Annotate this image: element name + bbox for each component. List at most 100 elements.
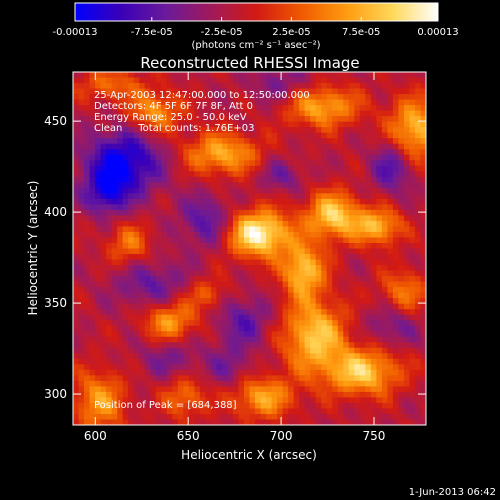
heatmap-cell xyxy=(183,413,190,421)
heatmap-cell xyxy=(227,402,234,410)
heatmap-cell xyxy=(304,358,311,365)
heatmap-cell xyxy=(166,402,173,410)
heatmap-cell xyxy=(376,254,383,261)
heatmap-cell xyxy=(249,127,256,134)
heatmap-cell xyxy=(78,265,85,272)
heatmap-cell xyxy=(84,331,91,338)
heatmap-cell xyxy=(337,259,344,266)
heatmap-cell xyxy=(221,413,229,421)
heatmap-cell xyxy=(326,270,333,277)
heatmap-cell xyxy=(326,220,333,228)
heatmap-cell xyxy=(161,83,168,90)
heatmap-cell xyxy=(288,160,295,167)
heatmap-cell xyxy=(343,149,350,156)
heatmap-cell xyxy=(381,314,388,321)
heatmap-cell xyxy=(271,303,278,310)
heatmap-cell xyxy=(150,248,157,255)
heatmap-cell xyxy=(172,298,179,305)
heatmap-cell xyxy=(359,369,366,376)
heatmap-cell xyxy=(282,292,289,299)
heatmap-cell xyxy=(354,182,361,189)
heatmap-cell xyxy=(117,209,124,217)
heatmap-cell xyxy=(122,116,129,123)
heatmap-cell xyxy=(326,149,333,156)
heatmap-cell xyxy=(216,110,223,117)
heatmap-cell xyxy=(255,110,262,117)
heatmap-cell xyxy=(332,143,339,150)
heatmap-cell xyxy=(387,281,394,288)
heatmap-cell xyxy=(282,254,289,261)
heatmap-cell xyxy=(243,198,251,205)
heatmap-cell xyxy=(106,397,113,404)
heatmap-cell xyxy=(359,220,366,228)
heatmap-cell xyxy=(95,298,102,305)
heatmap-cell xyxy=(332,358,339,365)
heatmap-cell xyxy=(111,116,118,123)
heatmap-cell xyxy=(139,259,146,266)
heatmap-cell xyxy=(84,72,91,79)
heatmap-cell xyxy=(376,325,383,332)
heatmap-cell xyxy=(392,143,400,150)
heatmap-cell xyxy=(249,331,256,338)
heatmap-cell xyxy=(343,88,350,95)
heatmap-cell xyxy=(73,320,80,327)
heatmap-cell xyxy=(122,105,129,112)
heatmap-cell xyxy=(310,204,317,211)
heatmap-cell xyxy=(359,72,366,79)
heatmap-cell xyxy=(100,303,107,310)
heatmap-cell xyxy=(409,215,416,222)
heatmap-cell xyxy=(403,72,411,79)
heatmap-cell xyxy=(166,397,173,404)
heatmap-cell xyxy=(177,347,184,354)
heatmap-cell xyxy=(315,331,322,338)
heatmap-cell xyxy=(78,309,85,316)
heatmap-cell xyxy=(205,176,212,183)
heatmap-cell xyxy=(106,347,113,354)
heatmap-cell xyxy=(100,276,107,283)
heatmap-cell xyxy=(293,303,300,310)
heatmap-cell xyxy=(194,320,201,327)
heatmap-cell xyxy=(144,254,151,261)
heatmap-cell xyxy=(326,171,333,178)
heatmap-cell xyxy=(205,298,212,305)
heatmap-cell xyxy=(277,171,284,178)
heatmap-cell xyxy=(210,408,218,415)
heatmap-cell xyxy=(144,292,151,299)
heatmap-cell xyxy=(155,358,162,365)
heatmap-cell xyxy=(266,138,273,145)
heatmap-cell xyxy=(354,336,361,343)
heatmap-cell xyxy=(205,215,212,222)
heatmap-cell xyxy=(359,215,366,222)
heatmap-cell xyxy=(266,105,273,112)
heatmap-cell xyxy=(188,209,195,217)
heatmap-cell xyxy=(392,209,400,217)
heatmap-cell xyxy=(348,72,355,79)
heatmap-cell xyxy=(337,187,344,194)
heatmap-cell xyxy=(111,121,118,128)
heatmap-cell xyxy=(106,242,113,250)
heatmap-cell xyxy=(95,380,102,387)
heatmap-cell xyxy=(392,309,400,316)
heatmap-cell xyxy=(139,242,146,250)
heatmap-cell xyxy=(78,303,85,310)
heatmap-cell xyxy=(271,160,278,167)
heatmap-cell xyxy=(310,88,317,95)
heatmap-cell xyxy=(359,358,366,365)
heatmap-cell xyxy=(210,276,218,283)
heatmap-cell xyxy=(337,72,344,79)
heatmap-cell xyxy=(293,320,300,327)
heatmap-cell xyxy=(365,397,372,404)
heatmap-cell xyxy=(326,187,333,194)
heatmap-cell xyxy=(315,408,322,415)
heatmap-cell xyxy=(177,320,184,327)
heatmap-cell xyxy=(420,364,426,371)
heatmap-cell xyxy=(210,380,218,387)
heatmap-cell xyxy=(277,127,284,134)
heatmap-cell xyxy=(111,419,118,425)
heatmap-cell xyxy=(299,171,306,178)
heatmap-cell xyxy=(370,182,377,189)
heatmap-cell xyxy=(321,309,328,316)
heatmap-cell xyxy=(293,342,300,349)
heatmap-cell xyxy=(420,336,426,343)
heatmap-cell xyxy=(376,105,383,112)
